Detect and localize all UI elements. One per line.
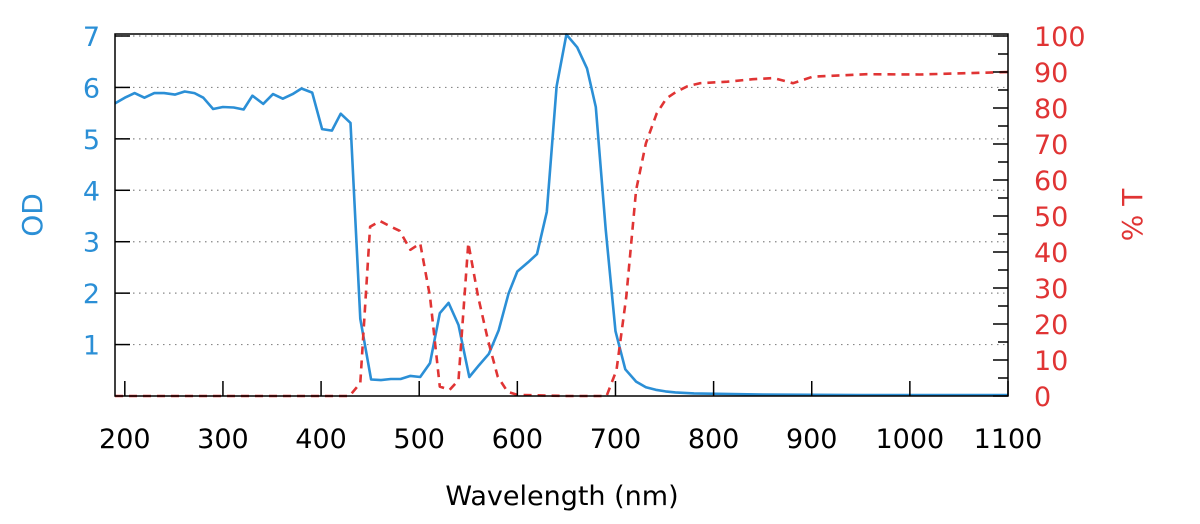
y-tick-label: 3	[83, 228, 100, 259]
series-group	[114, 33, 1009, 398]
y2-axis-label: % T	[1116, 188, 1149, 242]
y2-tick-label: 40	[1034, 238, 1068, 269]
y-axis-label: OD	[16, 193, 49, 237]
plot-frame	[114, 33, 1009, 397]
y-tick-label: 1	[83, 331, 100, 362]
x-tick-label: 200	[99, 424, 151, 455]
x-tick-label: 400	[295, 424, 347, 455]
transmission-line	[115, 70, 1009, 398]
x-tick-label: 900	[786, 424, 838, 455]
y-tick-label: 2	[83, 279, 100, 310]
x-tick-label: 1000	[876, 424, 945, 455]
y2-tick-label: 70	[1034, 130, 1068, 161]
y-tick-label: 4	[83, 176, 100, 207]
y2-tick-label: 0	[1034, 382, 1051, 413]
x-tick-label: 600	[492, 424, 544, 455]
y2-tick-label: 80	[1034, 94, 1068, 125]
x-tick-label: 300	[197, 424, 249, 455]
x-tick-label: 1100	[974, 424, 1043, 455]
x-tick-label: 700	[590, 424, 642, 455]
y2-tick-label: 30	[1034, 274, 1068, 305]
od-line	[114, 33, 1008, 397]
y2-tick-label: 20	[1034, 310, 1068, 341]
ticks	[115, 35, 1009, 397]
y2-tick-label: 90	[1034, 58, 1068, 89]
x-tick-label: 500	[393, 424, 445, 455]
y2-tick-label: 100	[1034, 22, 1086, 53]
x-axis-label: Wavelength (nm)	[445, 481, 678, 512]
y2-tick-label: 60	[1034, 166, 1068, 197]
y2-tick-label: 50	[1034, 202, 1068, 233]
tick-labels: 1 2 3 4 5 6 7 200 300 400 500 600 700 800 900 1000 1100 0…	[83, 22, 1086, 455]
y2-tick-label: 10	[1034, 346, 1068, 377]
x-tick-label: 800	[688, 424, 740, 455]
grid-lines	[115, 35, 1008, 346]
y-tick-label: 5	[83, 125, 100, 156]
y-tick-label: 6	[83, 73, 100, 104]
y-tick-label: 7	[83, 22, 100, 53]
